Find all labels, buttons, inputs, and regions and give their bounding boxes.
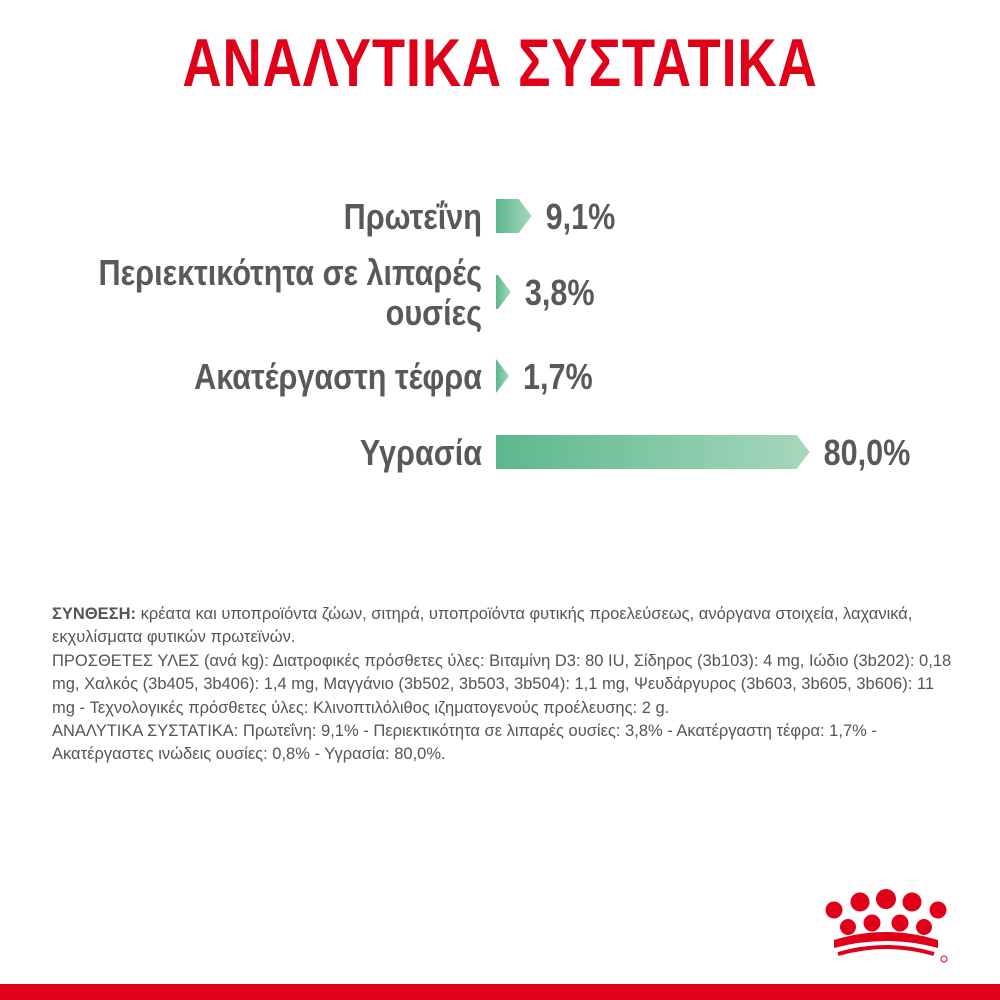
value-label-2: 3,8% bbox=[525, 274, 595, 314]
value-label-3: 1,7% bbox=[523, 358, 593, 398]
page-title: ΑΝΑΛΥΤΙΚΑ ΣΥΣΤΑΤΙΚΑ bbox=[182, 25, 818, 101]
analytical-paragraph: ΑΝΑΛΥΤΙΚΑ ΣΥΣΤΑΤΙΚΑ: Πρωτεΐνη: 9,1% - Πε… bbox=[52, 722, 877, 764]
bar-3 bbox=[496, 359, 509, 393]
category-label-2-line-1: Περιεκτικότητα σε λιπαρές bbox=[99, 254, 482, 294]
category-label-4: Υγρασία bbox=[360, 434, 483, 474]
value-label-1: 9,1% bbox=[546, 198, 616, 238]
category-label-3: Ακατέργαστη τέφρα bbox=[194, 358, 482, 398]
bar-1 bbox=[496, 199, 532, 233]
bar-4 bbox=[496, 435, 810, 469]
bar-2 bbox=[496, 275, 511, 309]
nutrient-bar-chart: 9,1% Πρωτεΐνη 3,8% Περιεκτικότητα σε λιπαρέ… bbox=[99, 198, 911, 474]
composition-heading: ΣΥΝΘΕΣΗ: bbox=[52, 605, 136, 623]
brand-bottom-bar bbox=[0, 984, 1000, 1000]
composition-block: ΣΥΝΘΕΣΗ: κρέατα και υποπροϊόντα ζώων, σι… bbox=[52, 603, 952, 767]
additives-paragraph: ΠΡΟΣΘΕΤΕΣ ΥΛΕΣ (ανά kg): Διατροφικές πρό… bbox=[52, 651, 952, 717]
category-label-1: Πρωτεΐνη bbox=[344, 198, 482, 238]
composition-paragraph: ΣΥΝΘΕΣΗ: κρέατα και υποπροϊόντα ζώων, σι… bbox=[52, 603, 952, 650]
value-label-4: 80,0% bbox=[824, 434, 911, 474]
composition-text: κρέατα και υποπροϊόντα ζώων, σιτηρά, υπο… bbox=[52, 605, 913, 647]
royal-canin-crown-icon bbox=[825, 889, 948, 963]
category-label-2-line-2: ουσίες bbox=[386, 294, 482, 334]
